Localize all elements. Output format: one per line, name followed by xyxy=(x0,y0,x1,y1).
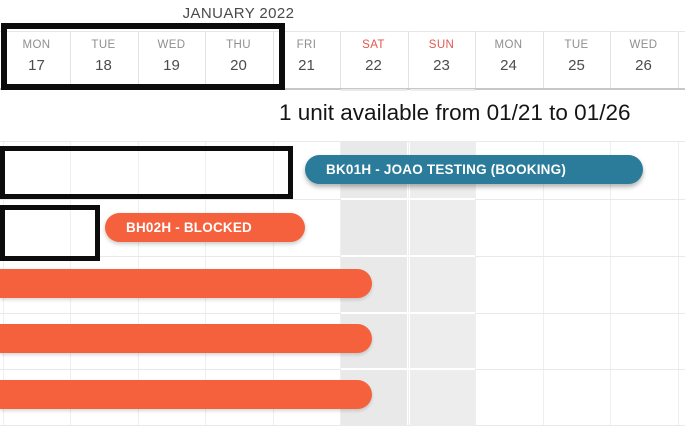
day-date: 19 xyxy=(163,57,180,74)
day-name: MON xyxy=(494,39,523,51)
day-name: SUN xyxy=(428,39,455,51)
day-date: 21 xyxy=(298,57,315,74)
day-name: THU xyxy=(226,39,251,51)
day-header-wed19: WED 19 xyxy=(138,34,205,86)
day-date: 20 xyxy=(230,57,247,74)
day-header-thu20: THU 20 xyxy=(205,34,272,86)
header-divider xyxy=(340,31,341,88)
annotation-box-header-days xyxy=(1,23,285,90)
day-name: TUE xyxy=(564,39,589,51)
day-name: WED xyxy=(629,39,658,51)
header-divider xyxy=(408,31,409,88)
day-header-mon24: MON 24 xyxy=(475,34,542,86)
day-header-sun23: SUN 23 xyxy=(408,34,475,86)
grid-vline xyxy=(408,142,409,426)
availability-note-strip: 1 unit available from 01/21 to 01/26 xyxy=(0,91,685,141)
month-label: JANUARY 2022 xyxy=(182,5,295,22)
row-divider-band xyxy=(341,312,475,314)
grid-vline xyxy=(543,142,544,426)
day-date: 23 xyxy=(433,57,450,74)
booking-bar-bh02h[interactable]: BH02H - BLOCKED xyxy=(105,213,305,242)
header-divider xyxy=(273,31,274,88)
row-divider-band xyxy=(341,368,475,370)
header-divider xyxy=(205,31,206,88)
day-header-wed26: WED 26 xyxy=(610,34,677,86)
header-divider xyxy=(475,31,476,88)
day-header-sat22: SAT 22 xyxy=(340,34,407,86)
day-date: 22 xyxy=(365,57,382,74)
day-header-tue25: TUE 25 xyxy=(543,34,610,86)
day-date: 25 xyxy=(568,57,585,74)
booking-bar-cutoff-1[interactable] xyxy=(0,269,372,298)
booking-bar-cutoff-3[interactable] xyxy=(0,380,372,409)
grid-vline xyxy=(678,142,679,426)
day-date: 17 xyxy=(28,57,45,74)
day-name: TUE xyxy=(91,39,116,51)
header-top-divider xyxy=(0,31,685,32)
header-divider xyxy=(610,31,611,88)
grid-vline xyxy=(610,142,611,426)
row-divider-band xyxy=(341,198,475,200)
day-header-fri21: FRI 21 xyxy=(273,34,340,86)
day-date: 18 xyxy=(95,57,112,74)
day-name: WED xyxy=(157,39,186,51)
day-name: FRI xyxy=(296,39,317,51)
booking-bar-bk01h[interactable]: BK01H - JOAO TESTING (BOOKING) xyxy=(305,155,643,184)
header-divider xyxy=(678,31,679,88)
header-divider xyxy=(138,31,139,88)
annotation-box-row2-empty-cells xyxy=(0,205,100,261)
header-divider xyxy=(543,31,544,88)
day-date: 24 xyxy=(500,57,517,74)
booking-bar-cutoff-2[interactable] xyxy=(0,324,372,353)
row-divider-band xyxy=(341,255,475,257)
annotation-box-row1-empty-cells xyxy=(0,146,293,199)
header-divider xyxy=(70,31,71,88)
day-name: SAT xyxy=(362,39,385,51)
day-name: MON xyxy=(22,39,51,51)
day-header-tue18: TUE 18 xyxy=(70,34,137,86)
grid-vline xyxy=(475,142,476,426)
availability-note: 1 unit available from 01/21 to 01/26 xyxy=(279,100,631,125)
day-header-mon17: MON 17 xyxy=(3,34,70,86)
day-date: 26 xyxy=(635,57,652,74)
